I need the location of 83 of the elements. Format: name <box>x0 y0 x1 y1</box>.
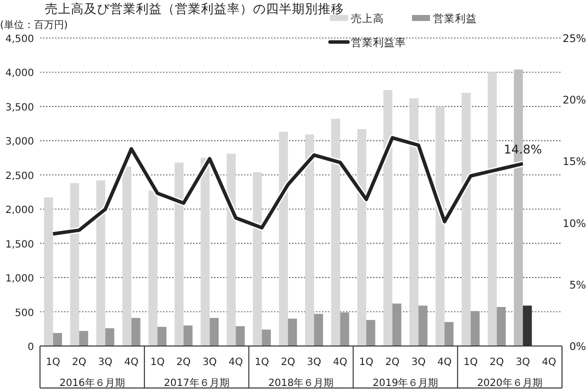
bar <box>210 318 219 346</box>
text: 2017年６月期 <box>164 377 230 389</box>
legend-label: 営業利益率 <box>351 36 406 49</box>
bar <box>383 90 392 346</box>
bar <box>305 134 314 346</box>
x-tick-label: 2Q <box>280 357 296 368</box>
x-tick-label: 3Q <box>98 357 112 368</box>
y2-tick-label: 15% <box>562 156 586 168</box>
y-tick-label: 3,500 <box>5 102 34 114</box>
bar <box>262 330 271 346</box>
x-tick-label: 4Q <box>333 357 348 368</box>
bar <box>444 322 454 346</box>
bar <box>366 320 376 346</box>
bar <box>470 311 480 346</box>
x-tick-label: 1Q <box>254 357 270 368</box>
data-label: 14.8% <box>504 142 542 157</box>
x-tick-label: 2Q <box>385 357 400 368</box>
y2-tick-label: 20% <box>562 94 586 107</box>
bar <box>79 330 88 346</box>
x-tick-label: 4Q <box>542 357 556 368</box>
x-tick-label: 1Q <box>464 357 478 368</box>
bar <box>488 72 497 346</box>
bar <box>226 154 236 346</box>
bar <box>409 98 418 346</box>
bar <box>157 326 166 346</box>
bar <box>105 328 114 346</box>
chart-title: 売上高及び営業利益（営業利益率）の四半期別推移 <box>45 1 344 16</box>
x-tick-label: 1Q <box>150 357 165 368</box>
text: 2020年６月期 <box>477 377 543 389</box>
legend-label: 営業利益 <box>433 12 477 25</box>
x-tick-label: 3Q <box>516 357 530 368</box>
y-tick-label: 3,000 <box>5 136 34 148</box>
y-tick-label: 2,000 <box>5 205 34 216</box>
x-tick-label: 2Q <box>490 357 504 368</box>
text: 2019年６月期 <box>372 377 438 389</box>
bar <box>131 318 140 346</box>
bar <box>252 172 262 346</box>
bar <box>174 162 184 346</box>
y-tick-label: 500 <box>14 308 34 319</box>
y2-tick-label: 5% <box>569 279 586 292</box>
x-tick-label: 4Q <box>124 357 139 368</box>
bar <box>44 197 54 346</box>
bar <box>278 132 288 346</box>
y-axis-title: (単位：百万円) <box>0 19 68 31</box>
x-tick-label: 2Q <box>176 357 191 368</box>
y2-tick-label: 25% <box>562 33 586 45</box>
bar <box>340 312 350 346</box>
bar <box>357 129 366 346</box>
bar <box>331 118 340 346</box>
bar <box>418 306 428 346</box>
bar <box>462 92 471 346</box>
bar <box>53 332 62 346</box>
text: 2018年６月期 <box>268 377 334 389</box>
legend-label: 売上高 <box>351 12 384 25</box>
y2-tick-label: 0% <box>569 341 586 353</box>
x-tick-label: 3Q <box>306 357 322 368</box>
y-tick-label: 4,500 <box>5 34 34 45</box>
bar <box>148 190 158 346</box>
x-tick-label: 4Q <box>228 357 243 368</box>
x-tick-label: 4Q <box>437 357 452 368</box>
x-tick-label: 2Q <box>72 357 86 368</box>
y2-tick-label: 10% <box>562 218 586 230</box>
bar <box>236 326 245 346</box>
bar <box>184 325 193 346</box>
y-tick-label: 4,000 <box>5 68 34 80</box>
x-tick-label: 1Q <box>46 357 60 368</box>
bar <box>200 158 210 346</box>
x-tick-label: 3Q <box>411 357 426 368</box>
bar <box>392 304 402 346</box>
y-tick-label: 1,000 <box>5 274 34 285</box>
y-tick-label: 2,500 <box>5 170 34 182</box>
x-tick-label: 3Q <box>202 357 217 368</box>
bar <box>122 166 132 346</box>
bar <box>436 106 445 346</box>
text: 2016年６月期 <box>59 377 125 389</box>
bar <box>314 314 324 346</box>
x-tick-label: 1Q <box>359 357 374 368</box>
y-tick-label: 0 <box>28 342 34 353</box>
bar <box>288 318 297 346</box>
bar <box>70 183 80 346</box>
bar <box>496 306 506 346</box>
bar <box>96 180 106 346</box>
y-tick-label: 1,500 <box>5 239 34 250</box>
